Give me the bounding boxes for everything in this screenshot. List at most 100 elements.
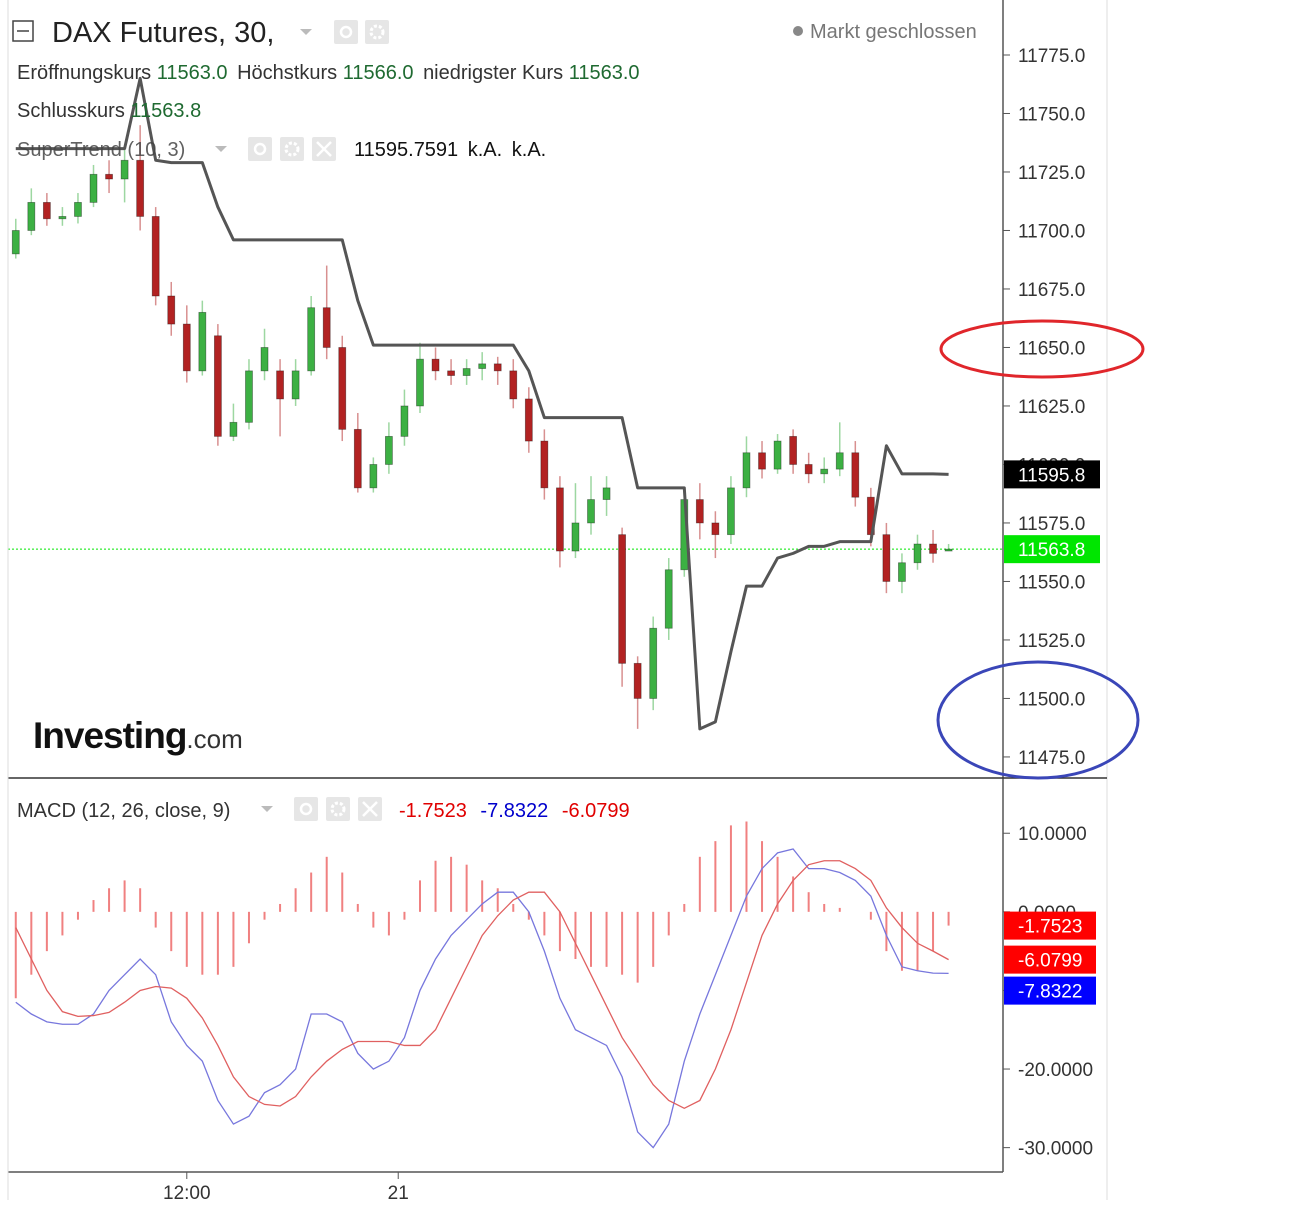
price-tag — [1004, 911, 1096, 940]
candle-body — [835, 452, 844, 470]
candle-body — [338, 347, 347, 430]
candle-body — [587, 499, 595, 524]
y-tick-label: -20.0000 — [1018, 1060, 1093, 1081]
candle-body — [74, 201, 82, 217]
candle-body — [27, 201, 36, 231]
price-tag — [1004, 976, 1096, 1005]
collapse-icon[interactable] — [12, 20, 34, 42]
macd-title: MACD (12, 26, close, 9) — [17, 800, 230, 822]
candle-body — [913, 543, 922, 564]
legend-value: k.A. — [512, 139, 546, 161]
candle-body — [462, 368, 471, 376]
x-tick-label: 21 — [388, 1183, 409, 1204]
candle-body — [198, 311, 207, 372]
candle-body — [898, 562, 906, 582]
candle-body — [618, 534, 627, 664]
eye-icon-glyph — [339, 25, 353, 39]
candle-body — [804, 464, 813, 475]
annotation-ellipse — [936, 660, 1140, 780]
y-tick-label: 11625.0 — [1018, 397, 1085, 418]
candle-body — [447, 370, 455, 376]
price-tag — [1004, 460, 1100, 489]
candle-body — [105, 173, 113, 180]
indicator-line — [15, 860, 949, 1110]
candle-body — [478, 363, 487, 369]
price-tag-label: -7.8322 — [1018, 982, 1082, 1003]
candle-body — [711, 522, 720, 536]
legend-label: niedrigster Kurs — [423, 62, 563, 84]
legend-label: Eröffnungskurs — [17, 62, 151, 84]
candle-body — [167, 295, 176, 325]
candle-body — [245, 370, 253, 423]
eye-icon[interactable] — [334, 20, 358, 44]
price-tag-label: 11595.8 — [1018, 465, 1085, 486]
macd-values: -1.7523 -7.8322 -6.0799 — [399, 800, 630, 822]
candle-body — [649, 627, 658, 699]
legend-value: 11563.0 — [569, 62, 640, 84]
dropdown-icon[interactable] — [300, 29, 312, 35]
candle-body — [602, 487, 611, 500]
y-tick-label: 11575.0 — [1018, 514, 1085, 535]
candle-body — [400, 405, 409, 437]
settings-icon-glyph — [369, 24, 385, 40]
logo-main: Investing — [33, 715, 186, 756]
indicator-line — [15, 848, 949, 1149]
candle-body — [120, 159, 129, 180]
candle-body — [758, 452, 766, 470]
legend-value: -6.0799 — [562, 800, 630, 822]
candle-body — [276, 370, 284, 400]
plot-layer — [8, 76, 1003, 1149]
ohlc-legend: Eröffnungskurs 11563.0 Höchstkurs 11566.… — [17, 62, 640, 84]
eye-icon-glyph — [253, 142, 267, 156]
candle-body — [556, 487, 564, 552]
candle-body — [727, 487, 735, 536]
candle-body — [789, 435, 798, 465]
price-tag-label: 11563.8 — [1018, 540, 1085, 561]
eye-icon[interactable] — [248, 137, 272, 161]
candle-body — [260, 347, 269, 372]
y-tick-label: 11525.0 — [1018, 631, 1085, 652]
y-tick-label: 11675.0 — [1018, 280, 1085, 301]
price-tag-label: -6.0799 — [1018, 951, 1082, 972]
status-dot — [793, 26, 803, 36]
price-tag — [1004, 945, 1096, 974]
candle-body — [571, 522, 580, 552]
candle-body — [384, 435, 393, 465]
eye-icon[interactable] — [294, 797, 318, 821]
candle-body — [773, 440, 782, 470]
candle-body — [291, 370, 300, 400]
legend-value: -7.8322 — [480, 800, 548, 822]
candle-body — [182, 323, 191, 372]
settings-icon-glyph — [330, 801, 346, 817]
y-tick-label: 11475.0 — [1018, 748, 1085, 769]
candle-body — [664, 569, 673, 629]
candle-body — [540, 440, 549, 489]
settings-icon[interactable] — [365, 20, 389, 44]
legend-value: -1.7523 — [399, 800, 467, 822]
legend-value: 11563.0 — [157, 62, 228, 84]
dropdown-icon[interactable] — [215, 146, 227, 152]
settings-icon[interactable] — [280, 137, 304, 161]
annotation-ellipse — [939, 319, 1145, 379]
supertrend-values: 11595.7591 k.A. k.A. — [354, 139, 546, 161]
candle-body — [136, 159, 145, 217]
legend-label: Schlusskurs — [17, 100, 125, 122]
candle-body — [11, 230, 20, 255]
candle-body — [509, 370, 518, 400]
settings-icon[interactable] — [326, 797, 350, 821]
candle-body — [431, 358, 440, 372]
y-tick-label: 11775.0 — [1018, 46, 1085, 67]
y-tick-label: 11725.0 — [1018, 163, 1085, 184]
candle-body — [353, 428, 362, 489]
candle-body — [633, 662, 642, 699]
supertrend-line — [15, 76, 949, 731]
candle-body — [307, 307, 316, 372]
candle-body — [695, 499, 704, 524]
y-tick-label: -30.0000 — [1018, 1139, 1093, 1160]
legend-value: 11566.0 — [343, 62, 414, 84]
y-tick-label: 11650.0 — [1018, 338, 1085, 359]
logo-suffix: .com — [186, 724, 242, 754]
market-status: Markt geschlossen — [810, 21, 977, 43]
dropdown-icon[interactable] — [261, 806, 273, 812]
